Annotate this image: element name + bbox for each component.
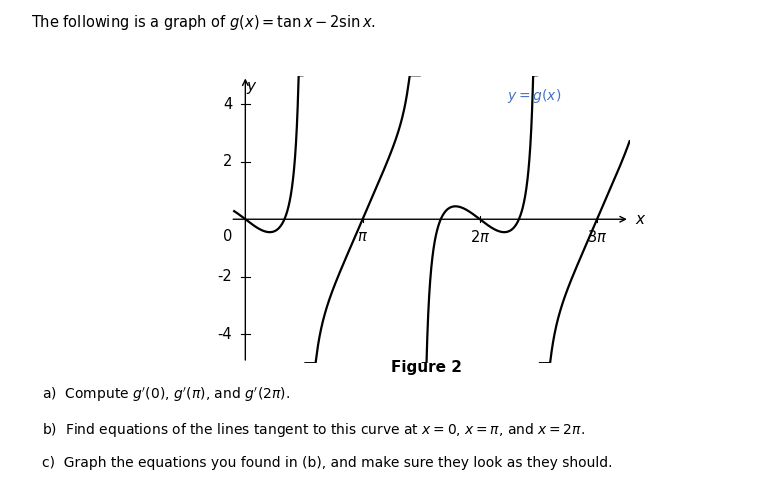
Text: -4: -4: [217, 327, 232, 342]
Text: $2\pi$: $2\pi$: [470, 229, 490, 245]
Text: -2: -2: [217, 269, 232, 284]
Text: $x$: $x$: [635, 212, 647, 227]
Text: $y$: $y$: [247, 80, 258, 96]
Text: b)  Find equations of the lines tangent to this curve at $x = 0$, $x = \pi$, and: b) Find equations of the lines tangent t…: [42, 421, 585, 439]
Text: 0: 0: [223, 229, 232, 244]
Text: $y = g(x)$: $y = g(x)$: [507, 87, 561, 105]
Text: c)  Graph the equations you found in (b), and make sure they look as they should: c) Graph the equations you found in (b),…: [42, 456, 613, 470]
Text: a)  Compute $g'(0)$, $g'(\pi)$, and $g'(2\pi)$.: a) Compute $g'(0)$, $g'(\pi)$, and $g'(2…: [42, 386, 290, 404]
Text: $3\pi$: $3\pi$: [587, 229, 607, 245]
Text: $\pi$: $\pi$: [357, 229, 368, 244]
Text: The following is a graph of $g(x) = \tan x - 2 \sin x$.: The following is a graph of $g(x) = \tan…: [31, 13, 376, 32]
Text: 4: 4: [223, 97, 232, 112]
Text: Figure 2: Figure 2: [391, 360, 462, 375]
Text: 2: 2: [223, 154, 232, 169]
